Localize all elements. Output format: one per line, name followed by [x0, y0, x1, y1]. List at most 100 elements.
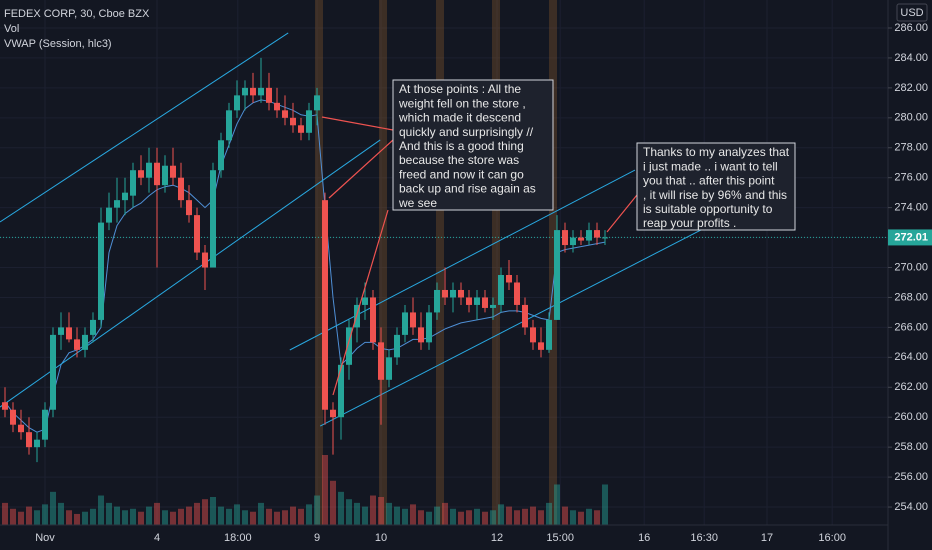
volume-bar	[10, 508, 16, 525]
y-tick-label: 266.00	[894, 321, 928, 333]
volume-bar	[18, 511, 24, 525]
session-highlight	[379, 0, 387, 525]
volume-bar	[458, 511, 464, 525]
candle-body	[506, 275, 512, 283]
volume-bar	[122, 510, 128, 525]
volume-bar	[34, 510, 40, 525]
annotation-text: quickly and surprisingly //	[399, 125, 534, 139]
last-price-label: 272.01	[894, 231, 928, 243]
annotation-text: reap your profits .	[643, 216, 736, 230]
annotation-box	[392, 79, 554, 211]
volume-bar	[26, 506, 32, 525]
volume-bars	[2, 455, 608, 525]
y-tick-label: 264.00	[894, 351, 928, 363]
candle-body	[362, 297, 368, 305]
volume-bar	[466, 510, 472, 525]
volume-bar	[362, 506, 368, 525]
x-tick-label: 16:00	[818, 532, 846, 544]
volume-bar	[138, 511, 144, 525]
volume-bar	[130, 508, 136, 525]
volume-bar	[394, 506, 400, 525]
vwap-line	[4, 99, 606, 433]
session-highlights	[315, 0, 557, 525]
volume-bar	[74, 513, 80, 525]
trendline	[319, 219, 721, 427]
volume-bar	[146, 506, 152, 525]
volume-bar	[210, 497, 216, 525]
session-highlight	[315, 0, 323, 525]
session-highlight	[549, 0, 557, 525]
arrow	[606, 194, 638, 233]
candle-body	[426, 312, 432, 343]
y-tick-label: 280.00	[894, 112, 928, 124]
candle-body	[306, 110, 312, 133]
candle-body	[330, 409, 336, 418]
candle-body	[18, 424, 24, 433]
last-price-box	[888, 229, 932, 246]
candle-body	[370, 297, 376, 343]
candle-body	[98, 222, 104, 320]
candle-body	[442, 289, 448, 298]
y-tick-label: 274.00	[894, 202, 928, 214]
candle-body	[594, 230, 600, 238]
volume-bar	[50, 491, 56, 525]
volume-bar	[402, 508, 408, 525]
candle-body	[258, 87, 264, 96]
annotation-text: you that .. after this point	[643, 174, 775, 188]
session-highlight	[436, 0, 444, 525]
volume-bar	[514, 510, 520, 525]
candle-body	[434, 289, 440, 313]
volume-bar	[338, 491, 344, 525]
volume-bar	[546, 502, 552, 525]
axes: 254.00 256.00 258.00 260.00 262.00 264.00 266.…	[35, 22, 932, 544]
annotation-box	[636, 142, 796, 231]
y-tick-label: 286.00	[894, 22, 928, 34]
candle-body	[42, 409, 48, 440]
annotation-text: i just made .. i want to tell	[643, 159, 778, 173]
volume-bar	[474, 508, 480, 525]
annotation-text: freed and now it can go	[399, 167, 524, 181]
volume-bar	[594, 510, 600, 525]
y-tick-label: 278.00	[894, 142, 928, 154]
volume-bar	[234, 504, 240, 525]
annotation-text: is suitable opportunity to	[643, 202, 773, 216]
volume-bar	[282, 510, 288, 525]
candle-body	[186, 200, 192, 216]
y-tick-label: 284.00	[894, 52, 928, 64]
volume-bar	[378, 497, 384, 525]
volume-bar	[602, 484, 608, 525]
candle-body	[26, 432, 32, 448]
volume-bar	[586, 508, 592, 525]
indicator-label: Vol	[4, 23, 19, 35]
currency: USD	[900, 7, 923, 19]
candle-body	[298, 125, 304, 133]
candle-body	[490, 304, 496, 308]
volume-bar	[42, 504, 48, 525]
y-tick-label: 258.00	[894, 441, 928, 453]
volume-bar	[346, 499, 352, 525]
arrow	[321, 116, 394, 131]
candle-body	[170, 165, 176, 178]
trendline	[0, 139, 381, 408]
arrows	[321, 116, 638, 396]
candle-body	[474, 297, 480, 305]
candle-body	[210, 170, 216, 268]
y-tick-label: 268.00	[894, 291, 928, 303]
candle-body	[378, 342, 384, 380]
candle-body	[154, 162, 160, 186]
volume-bar	[98, 495, 104, 525]
volume-bar	[418, 510, 424, 525]
candle-body	[106, 207, 112, 223]
candle-body	[66, 327, 72, 340]
y-tick-label: 254.00	[894, 501, 928, 513]
x-tick-label: 15:00	[546, 532, 574, 544]
y-tick-label: 256.00	[894, 471, 928, 483]
candle-body	[498, 275, 504, 305]
volume-bar	[522, 508, 528, 525]
volume-bar	[450, 508, 456, 525]
volume-bar	[202, 499, 208, 525]
volume-bar	[554, 484, 560, 525]
volume-bar	[186, 506, 192, 525]
volume-bar	[58, 502, 64, 525]
